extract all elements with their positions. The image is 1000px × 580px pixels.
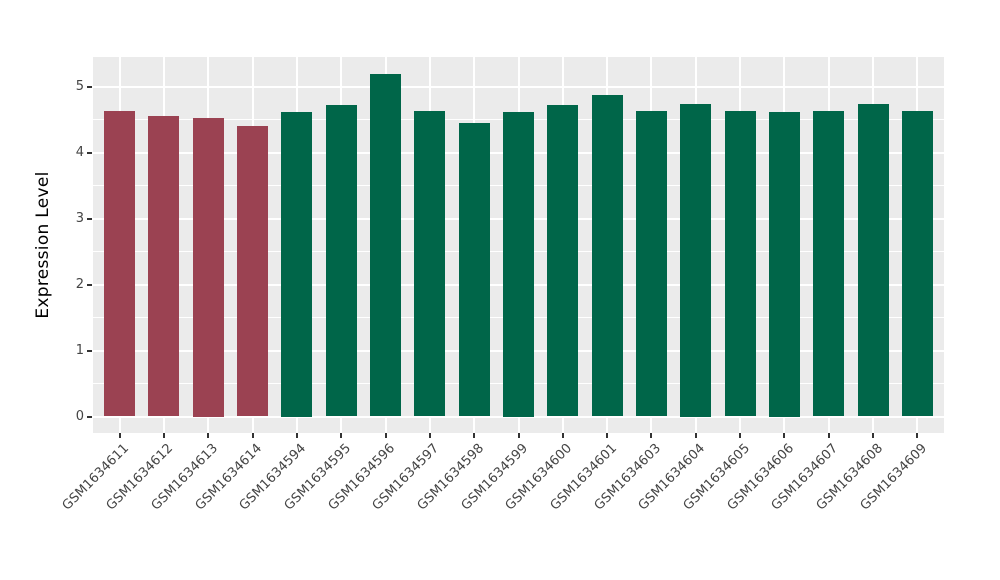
bar-GSM1634594	[281, 111, 313, 417]
y-axis-tick	[87, 349, 92, 352]
x-axis-tick	[694, 433, 697, 438]
x-axis-tick	[295, 433, 298, 438]
bar-GSM1634605	[724, 111, 756, 417]
x-axis-tick	[783, 433, 786, 438]
bar-GSM1634611	[104, 111, 136, 417]
plot-panel	[93, 57, 944, 433]
gridline-major	[93, 85, 944, 88]
x-axis-tick	[118, 433, 121, 438]
bar-GSM1634606	[768, 111, 800, 417]
bar-GSM1634596	[370, 74, 402, 417]
y-axis-tick	[87, 85, 92, 88]
gridline-major	[93, 415, 944, 418]
bar-GSM1634613	[192, 117, 224, 417]
y-axis-tick	[87, 217, 92, 220]
bar-GSM1634609	[901, 111, 933, 417]
y-axis-tick	[87, 151, 92, 154]
y-axis-tick-label: 5	[75, 78, 84, 94]
x-axis-tick	[872, 433, 875, 438]
bar-GSM1634612	[148, 116, 180, 417]
bar-GSM1634614	[237, 126, 269, 417]
x-axis-tick	[162, 433, 165, 438]
bar-GSM1634600	[547, 105, 579, 417]
bar-GSM1634597	[414, 111, 446, 417]
x-axis-tick	[517, 433, 520, 438]
y-axis-tick	[87, 283, 92, 286]
x-axis-tick	[473, 433, 476, 438]
x-axis-tick	[251, 433, 254, 438]
y-axis-tick-label: 3	[75, 210, 84, 226]
x-axis-tick	[739, 433, 742, 438]
x-axis-tick	[428, 433, 431, 438]
bar-GSM1634603	[635, 111, 667, 417]
x-axis-tick	[384, 433, 387, 438]
y-axis-tick-label: 4	[75, 144, 84, 160]
y-axis-tick-label: 0	[75, 408, 84, 424]
bar-GSM1634595	[325, 105, 357, 417]
y-axis-tick-label: 1	[75, 342, 84, 358]
bar-GSM1634598	[458, 122, 490, 417]
bar-GSM1634607	[813, 111, 845, 417]
x-axis-tick	[606, 433, 609, 438]
y-axis-tick-label: 2	[75, 276, 84, 292]
x-axis-tick	[827, 433, 830, 438]
bar-GSM1634599	[502, 111, 534, 417]
x-axis-tick	[340, 433, 343, 438]
bar-GSM1634601	[591, 95, 623, 417]
bar-GSM1634604	[680, 103, 712, 417]
bar-GSM1634608	[857, 104, 889, 417]
x-axis-tick	[916, 433, 919, 438]
x-axis-tick	[561, 433, 564, 438]
x-axis-tick	[207, 433, 210, 438]
y-axis-title: Expression Level	[33, 171, 53, 319]
x-axis-tick	[650, 433, 653, 438]
y-axis-tick	[87, 415, 92, 418]
